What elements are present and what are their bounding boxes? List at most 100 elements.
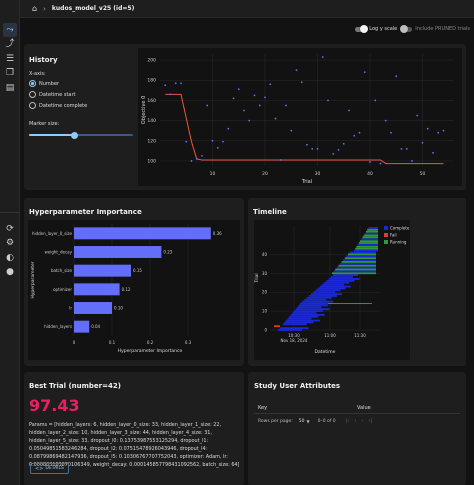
layers-icon[interactable]: ❐ <box>5 68 15 78</box>
trial-point <box>363 71 366 74</box>
trial-bar <box>311 293 342 295</box>
trial-point <box>285 104 287 107</box>
history-plot: 100 120 140 160 180 200 10 20 30 40 50 Trial Objecti… <box>138 48 462 186</box>
trial-point <box>390 131 392 134</box>
trial-bar <box>274 325 280 328</box>
trial-bar <box>360 240 378 243</box>
user-attributes-card: Study User Attributes Key Value Rows per… <box>248 372 466 485</box>
last-page-icon[interactable]: ›| <box>368 418 373 424</box>
chevron-right-icon: › <box>43 4 46 13</box>
radio-datetime-complete[interactable]: Datetime complete <box>29 102 87 109</box>
trial-point <box>432 151 434 154</box>
value-label: 0.12 <box>122 287 131 292</box>
gear-icon[interactable]: ⚙ <box>5 238 15 248</box>
toolbar: Log y scale Include PRUNED trials <box>20 22 474 36</box>
trial-point <box>400 147 403 150</box>
category-label: optimizer <box>53 287 72 292</box>
importance-bar <box>74 302 112 314</box>
trial-bar <box>302 300 334 303</box>
trial-bar <box>349 251 376 254</box>
trial-point <box>374 99 377 102</box>
study-title: kudos_model_v25 (id=5) <box>51 5 135 12</box>
trial-bar <box>292 312 317 314</box>
marker-size-slider[interactable] <box>29 130 133 140</box>
x-tick-label: 0.3 <box>185 340 192 345</box>
history-card: History X-axis: Number Datetime start Da… <box>24 44 466 190</box>
first-page-icon[interactable]: |‹ <box>345 418 350 424</box>
trial-bar <box>282 323 307 326</box>
y-tick-label: 40 <box>262 252 268 257</box>
y-axis-title: Hyperparameter <box>30 261 36 298</box>
trial-point <box>195 158 198 160</box>
trial-bar <box>279 327 309 330</box>
trial-bar <box>358 242 378 244</box>
include-pruned-toggle[interactable]: Include PRUNED trials <box>400 25 470 33</box>
log-scale-label: Log y scale <box>369 26 398 32</box>
category-label: weight_decay <box>44 250 72 255</box>
trial-bar <box>335 268 376 271</box>
value-label: 0.04 <box>91 324 100 329</box>
chart-line-icon[interactable]: ⤳ <box>3 23 17 37</box>
trial-point <box>437 131 440 134</box>
trial-bar <box>367 228 378 231</box>
code-icon: <> <box>35 465 44 472</box>
trial-point <box>185 140 188 143</box>
trial-bar <box>366 230 378 233</box>
x-axis-title: Hyperparameter Importance <box>118 348 183 354</box>
column-key[interactable]: Key <box>258 404 268 411</box>
table-pagination: Rows per page: 50 ▼ 0–0 of 0 |‹ ‹ › ›| <box>258 418 377 424</box>
trial-point <box>416 114 419 117</box>
trial-point <box>227 127 230 130</box>
rows-per-page-select[interactable]: 50 <box>298 418 305 424</box>
trial-point <box>237 88 240 91</box>
caret-down-icon[interactable]: ▼ <box>306 418 310 424</box>
trial-bar <box>368 226 378 229</box>
trial-point <box>405 147 408 150</box>
x-tick-label: 0.1 <box>109 340 116 345</box>
next-page-icon[interactable]: › <box>361 418 364 424</box>
sync-icon[interactable]: ⟳ <box>6 223 14 234</box>
github-icon[interactable]: ● <box>6 267 14 277</box>
trial-point <box>342 142 345 145</box>
best-value-line <box>165 93 444 165</box>
history-chart: 100 120 140 160 180 200 10 20 30 40 50 Trial Objecti… <box>141 54 454 185</box>
trial-point <box>369 161 371 163</box>
note-icon[interactable]: ▤ <box>5 82 15 93</box>
list-icon[interactable]: ☰ <box>5 53 15 64</box>
value-label: 0.15 <box>133 268 142 273</box>
y-tick-label: 30 <box>262 271 268 276</box>
x-tick-label: 30 <box>315 171 321 177</box>
importance-bar <box>74 246 162 258</box>
hp-importance-chart: 0 0.1 0.2 0.3 hidden_layer_0_size 0.36 weight_… <box>30 224 222 354</box>
theme-icon[interactable]: ◐ <box>6 252 14 263</box>
column-value[interactable]: Value <box>357 404 371 411</box>
value-label: 0.10 <box>114 306 123 311</box>
trial-bar <box>354 249 378 252</box>
x-axis-options: Number Datetime start Datetime complete <box>29 80 87 113</box>
trial-bar <box>338 264 376 267</box>
radio-datetime-start[interactable]: Datetime start <box>29 91 87 98</box>
trial-bar <box>348 253 376 256</box>
timeline-plot: 0 10 20 30 40 10:30 Nov 18, 2024 11:00 11:30 Date… <box>254 220 410 360</box>
trial-bar <box>287 317 312 320</box>
home-icon[interactable]: ⌂ <box>32 4 38 13</box>
trial-bar <box>304 298 327 301</box>
graph-icon[interactable]: ⤴ <box>5 39 15 49</box>
x-tick-label: 40 <box>367 171 373 177</box>
y-tick-label: 100 <box>147 158 156 164</box>
trial-bar <box>330 276 353 278</box>
hp-importance-title: Hyperparameter Importance <box>29 208 142 216</box>
details-button[interactable]: <> DETAILS <box>30 463 69 474</box>
legend-swatch <box>384 233 388 237</box>
x-axis-title: Trial <box>301 179 312 185</box>
app-header: ⌂ › kudos_model_v25 (id=5) <box>20 0 474 18</box>
trial-bar <box>322 283 344 286</box>
trial-point <box>411 160 413 162</box>
log-scale-toggle[interactable]: Log y scale <box>355 25 398 33</box>
trial-point <box>300 81 303 84</box>
slider-thumb[interactable] <box>71 131 78 139</box>
prev-page-icon[interactable]: ‹ <box>354 418 357 424</box>
marker-size-label: Marker size: <box>29 121 60 127</box>
radio-number[interactable]: Number <box>29 80 87 87</box>
hp-importance-plot: 0 0.1 0.2 0.3 hidden_layer_0_size 0.36 weight_… <box>28 220 240 360</box>
